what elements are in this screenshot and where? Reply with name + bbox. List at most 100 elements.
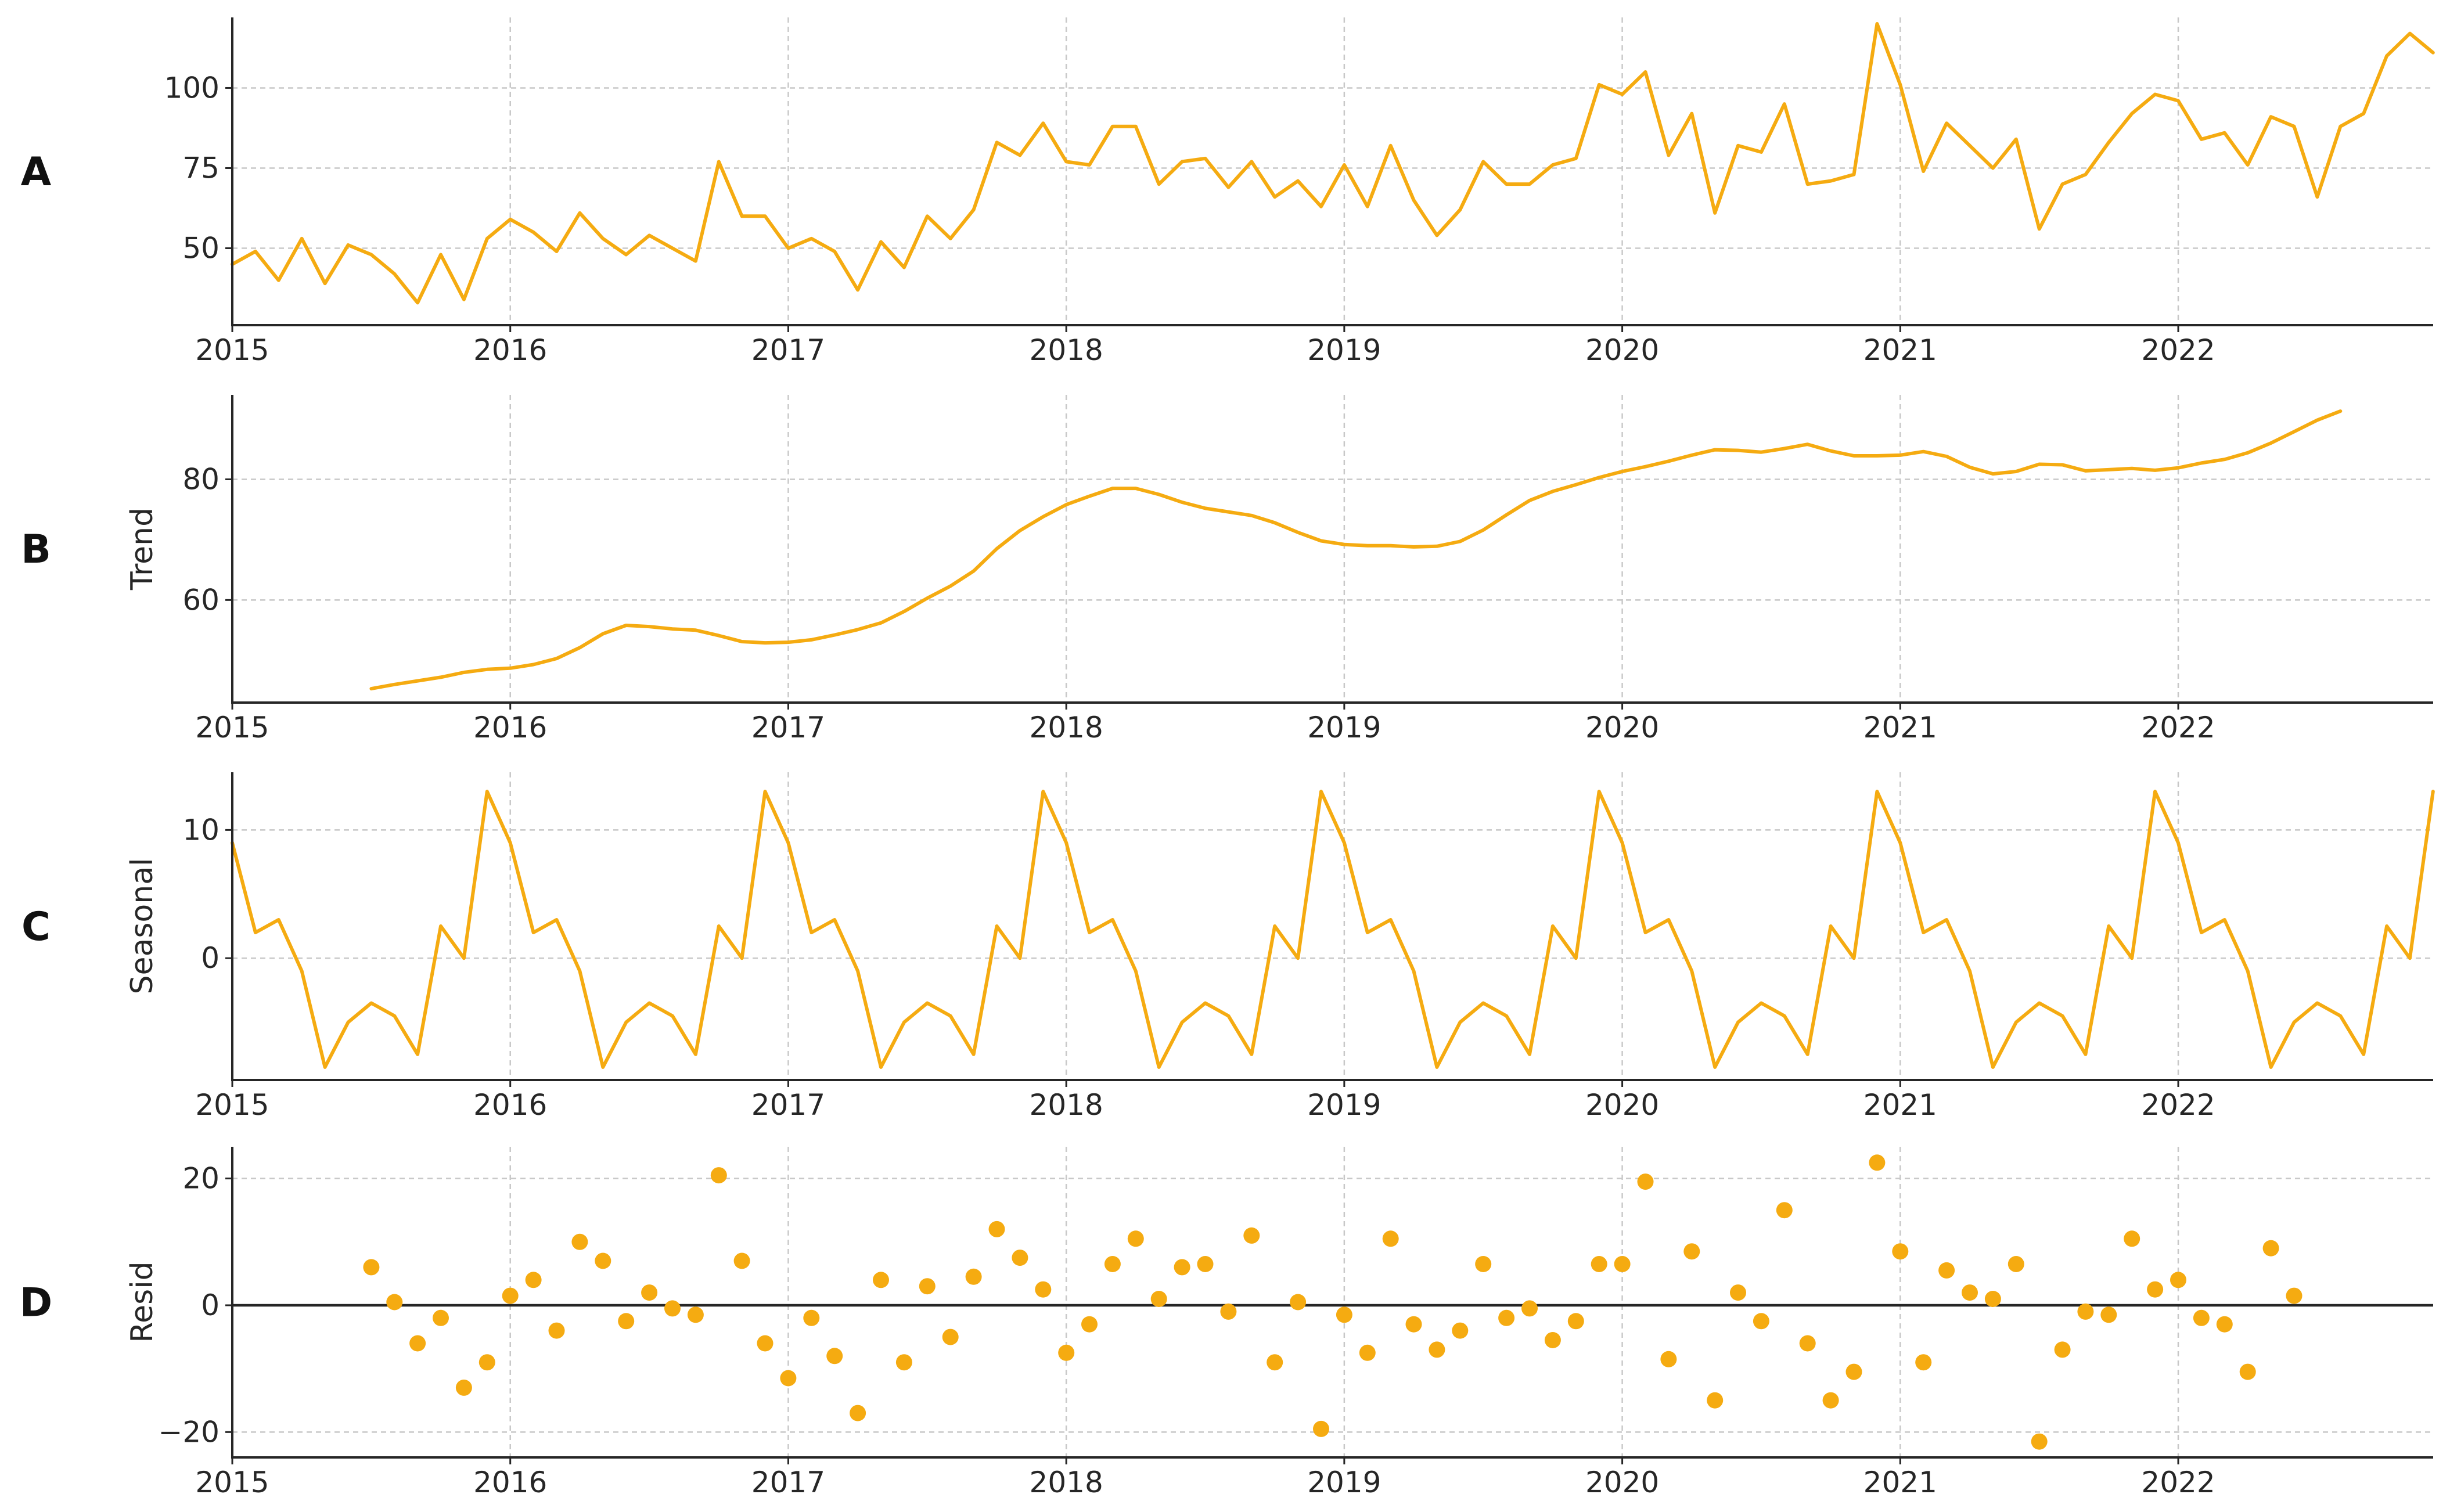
y-tick-label: 100	[164, 71, 220, 105]
resid-point	[1197, 1256, 1214, 1272]
resid-point	[595, 1252, 611, 1269]
resid-point	[1660, 1351, 1677, 1367]
resid-point	[1799, 1335, 1816, 1352]
resid-point	[1683, 1243, 1700, 1260]
resid-point	[1591, 1256, 1607, 1272]
y-tick-label: 80	[182, 462, 220, 496]
resid-point	[1429, 1341, 1445, 1358]
x-tick-label: 2019	[1307, 711, 1381, 744]
resid-point	[803, 1309, 820, 1326]
resid-point	[1243, 1227, 1260, 1244]
x-tick-label: 2017	[751, 1088, 825, 1122]
resid-point	[757, 1335, 774, 1352]
resid-point	[1776, 1202, 1793, 1219]
resid-point	[1753, 1313, 1769, 1330]
resid-point	[409, 1335, 426, 1352]
panel-label: D	[20, 1280, 52, 1326]
y-tick-label: 75	[182, 151, 220, 185]
resid-point	[826, 1348, 843, 1365]
resid-point	[1405, 1316, 1422, 1333]
y-tick-label: 60	[182, 583, 220, 617]
resid-point	[1938, 1262, 1955, 1279]
resid-point	[2216, 1316, 2233, 1333]
resid-point	[1521, 1300, 1538, 1317]
resid-point	[1290, 1294, 1307, 1311]
y-axis-label: Trend	[125, 507, 160, 591]
resid-point	[1915, 1354, 1932, 1371]
x-tick-label: 2019	[1307, 333, 1381, 367]
resid-point	[2147, 1281, 2164, 1298]
resid-point	[1267, 1354, 1283, 1371]
resid-point	[1359, 1344, 1376, 1361]
resid-point	[1220, 1303, 1237, 1320]
resid-point	[2100, 1306, 2117, 1323]
panel-label: C	[21, 904, 51, 950]
resid-point	[386, 1294, 403, 1311]
resid-point	[1081, 1316, 1098, 1333]
resid-point	[1637, 1173, 1654, 1190]
x-tick-label: 2022	[2141, 711, 2215, 744]
x-tick-label: 2016	[473, 711, 547, 744]
resid-point	[618, 1313, 635, 1330]
x-tick-label: 2019	[1307, 1088, 1381, 1122]
resid-point	[2239, 1363, 2256, 1380]
resid-point	[988, 1221, 1005, 1237]
resid-point	[965, 1268, 982, 1285]
resid-point	[895, 1354, 912, 1371]
y-axis-label: Seasonal	[125, 858, 160, 994]
x-tick-label: 2018	[1030, 333, 1103, 367]
x-tick-label: 2022	[2141, 333, 2215, 367]
x-tick-label: 2015	[195, 333, 269, 367]
resid-point	[1845, 1363, 1862, 1380]
resid-point	[710, 1167, 727, 1184]
x-tick-label: 2018	[1030, 711, 1103, 744]
trend-line	[369, 409, 2343, 691]
x-tick-label: 2017	[751, 333, 825, 367]
x-tick-label: 2016	[473, 333, 547, 367]
resid-point	[1150, 1291, 1167, 1307]
resid-point	[2008, 1256, 2024, 1272]
resid-point	[1012, 1250, 1028, 1266]
resid-point	[1822, 1392, 1839, 1409]
resid-point	[1892, 1243, 1909, 1260]
resid-point	[687, 1306, 704, 1323]
resid-point	[433, 1309, 449, 1326]
resid-point	[2170, 1272, 2186, 1288]
resid-point	[1336, 1306, 1352, 1323]
resid-point	[2193, 1309, 2210, 1326]
resid-point	[548, 1322, 565, 1339]
resid-point	[873, 1272, 889, 1288]
x-tick-label: 2020	[1585, 333, 1659, 367]
x-tick-label: 2022	[2141, 1088, 2215, 1122]
x-tick-label: 2020	[1585, 1466, 1659, 1499]
x-tick-label: 2021	[1863, 711, 1937, 744]
resid-point	[1498, 1309, 1515, 1326]
x-tick-label: 2020	[1585, 1088, 1659, 1122]
x-tick-label: 2017	[751, 711, 825, 744]
x-tick-label: 2020	[1585, 711, 1659, 744]
resid-point	[1475, 1256, 1492, 1272]
x-tick-label: 2015	[195, 1088, 269, 1122]
x-tick-label: 2021	[1863, 1466, 1937, 1499]
y-tick-label: −20	[158, 1415, 220, 1449]
resid-point	[2054, 1341, 2071, 1358]
y-tick-label: 50	[182, 232, 220, 265]
resid-point	[1104, 1256, 1121, 1272]
panel-a: 2015 2016 2017 2018 2019 2020 2021 2022 50 75 100 A	[21, 17, 2435, 367]
resid-point	[1035, 1281, 1052, 1298]
resid-point	[525, 1272, 542, 1288]
resid-point	[1174, 1259, 1190, 1276]
x-tick-label: 2018	[1030, 1466, 1103, 1499]
resid-point	[850, 1405, 866, 1421]
resid-point	[1544, 1332, 1561, 1348]
panel-c: 2015 2016 2017 2018 2019 2020 2021 2022 0 10 Seaso…	[21, 772, 2435, 1122]
resid-point	[1730, 1284, 1746, 1301]
x-tick-label: 2021	[1863, 333, 1937, 367]
x-tick-label: 2015	[195, 1466, 269, 1499]
resid-point	[2124, 1230, 2140, 1247]
resid-point	[1614, 1256, 1631, 1272]
resid-point	[2286, 1287, 2303, 1304]
panel-d: 2015 2016 2017 2018 2019 2020 2021 2022 −20 0 20 Re…	[20, 1147, 2433, 1499]
x-tick-label: 2019	[1307, 1466, 1381, 1499]
resid-point	[2262, 1240, 2279, 1257]
